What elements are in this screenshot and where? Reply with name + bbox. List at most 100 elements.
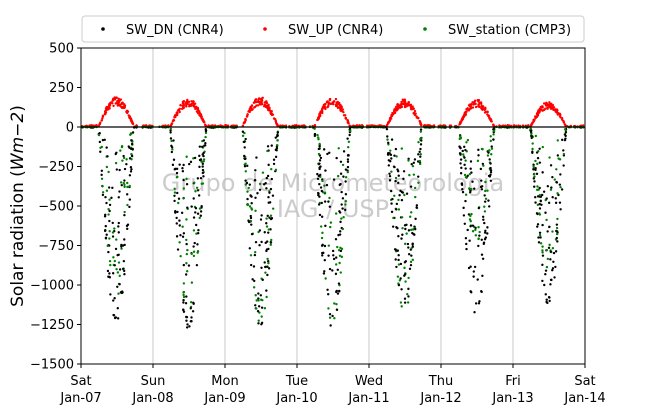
data-point-sw-station [246, 203, 249, 206]
data-point-sw-dn [539, 199, 542, 203]
data-point-sw-up [549, 107, 553, 110]
data-point-sw-station [538, 233, 542, 237]
data-point-sw-up [388, 117, 392, 120]
data-point-sw-dn [323, 244, 327, 248]
data-point-sw-dn [536, 225, 539, 228]
data-point-sw-dn [554, 201, 558, 205]
data-point-sw-dn [538, 207, 542, 210]
data-point-sw-dn [483, 231, 487, 234]
data-point-sw-dn [400, 198, 404, 202]
data-point-sw-dn [407, 157, 410, 161]
data-point-sw-station [193, 181, 196, 184]
data-point-sw-up [409, 103, 413, 107]
data-point-sw-dn [480, 185, 484, 188]
data-point-sw-dn [545, 300, 548, 304]
data-point-sw-up [271, 113, 275, 116]
data-point-sw-up [337, 102, 340, 106]
data-point-sw-dn [340, 203, 343, 206]
data-point-sw-dn [176, 210, 179, 214]
data-point-sw-station [100, 177, 104, 180]
data-point-sw-station [396, 275, 400, 278]
data-point-sw-dn [462, 214, 466, 217]
data-point-sw-dn [116, 285, 119, 288]
data-point-sw-dn [548, 225, 551, 228]
data-point-sw-dn [201, 165, 204, 168]
data-point-sw-dn [111, 272, 115, 275]
data-point-sw-dn [476, 278, 479, 281]
data-point-sw-dn [469, 167, 472, 170]
data-point-sw-dn [275, 149, 278, 152]
data-point-sw-station [128, 184, 131, 188]
data-point-sw-dn [176, 191, 179, 195]
data-point-sw-up [256, 100, 259, 103]
data-point-sw-dn [477, 148, 480, 152]
data-point-sw-dn [393, 165, 396, 169]
data-point-sw-dn [196, 177, 200, 180]
data-point-sw-dn [188, 162, 191, 166]
data-point-sw-dn [182, 178, 185, 182]
data-point-sw-up [98, 122, 102, 126]
data-point-sw-dn [198, 145, 202, 148]
data-point-sw-dn [123, 238, 126, 241]
data-point-sw-dn [107, 250, 110, 254]
data-point-sw-dn [477, 154, 480, 157]
data-point-sw-dn [471, 224, 475, 227]
data-point-sw-station [202, 158, 206, 161]
data-point-sw-up [474, 105, 478, 109]
data-point-sw-dn [99, 150, 102, 153]
data-point-sw-station [492, 129, 496, 133]
data-point-sw-dn [256, 309, 260, 313]
data-point-sw-station [340, 217, 343, 220]
data-point-sw-up [481, 105, 485, 108]
data-point-sw-dn [554, 250, 558, 253]
data-point-sw-dn [174, 167, 177, 171]
data-point-sw-station [261, 171, 265, 174]
legend-label-sw-up: SW_UP (CNR4) [288, 23, 383, 38]
data-point-sw-dn [123, 243, 126, 247]
data-point-sw-dn [249, 194, 252, 197]
data-point-sw-dn [192, 197, 195, 200]
data-point-sw-up [318, 113, 321, 116]
data-point-sw-dn [317, 203, 321, 206]
data-point-sw-dn [409, 185, 413, 188]
data-point-sw-dn [111, 221, 114, 225]
data-point-sw-dn [469, 265, 472, 268]
data-point-sw-dn [101, 138, 105, 142]
data-point-sw-station [182, 282, 186, 285]
data-point-sw-up [101, 117, 104, 120]
data-point-sw-up [112, 97, 116, 101]
data-point-sw-up [483, 111, 487, 114]
data-point-sw-station [418, 162, 422, 166]
data-point-sw-up [265, 104, 269, 108]
data-point-sw-dn [402, 177, 405, 181]
data-point-sw-up [530, 122, 534, 125]
data-point-sw-dn [313, 134, 317, 138]
data-point-sw-station [185, 177, 188, 181]
data-point-sw-dn [175, 171, 179, 175]
data-point-sw-up [344, 114, 347, 117]
data-point-sw-dn [395, 208, 398, 211]
data-point-sw-dn [113, 264, 117, 267]
data-point-sw-up [409, 105, 413, 109]
data-point-sw-dn [256, 192, 259, 195]
data-point-sw-up [128, 115, 132, 118]
data-point-sw-dn [269, 217, 273, 221]
data-point-sw-station [469, 219, 473, 223]
data-point-sw-up [335, 101, 338, 104]
data-point-sw-up [539, 105, 542, 109]
data-point-sw-dn [467, 213, 471, 216]
data-point-sw-station [182, 291, 185, 294]
data-point-sw-station [536, 185, 539, 188]
x-axis: Sat Jan-07 Sun Jan-08 Mon Jan-09 Tue Jan-10 Wed J… [59, 364, 606, 406]
data-point-sw-station [171, 148, 174, 151]
data-point-sw-station [397, 198, 400, 202]
data-point-sw-dn [254, 169, 257, 172]
data-point-sw-up [121, 102, 125, 106]
data-point-sw-dn [487, 199, 490, 202]
data-point-sw-up [266, 106, 269, 109]
data-point-sw-dn [323, 200, 327, 203]
data-point-sw-dn [270, 144, 273, 147]
data-point-sw-station [119, 181, 123, 184]
data-point-sw-dn [332, 254, 335, 257]
data-point-sw-dn [243, 165, 247, 168]
